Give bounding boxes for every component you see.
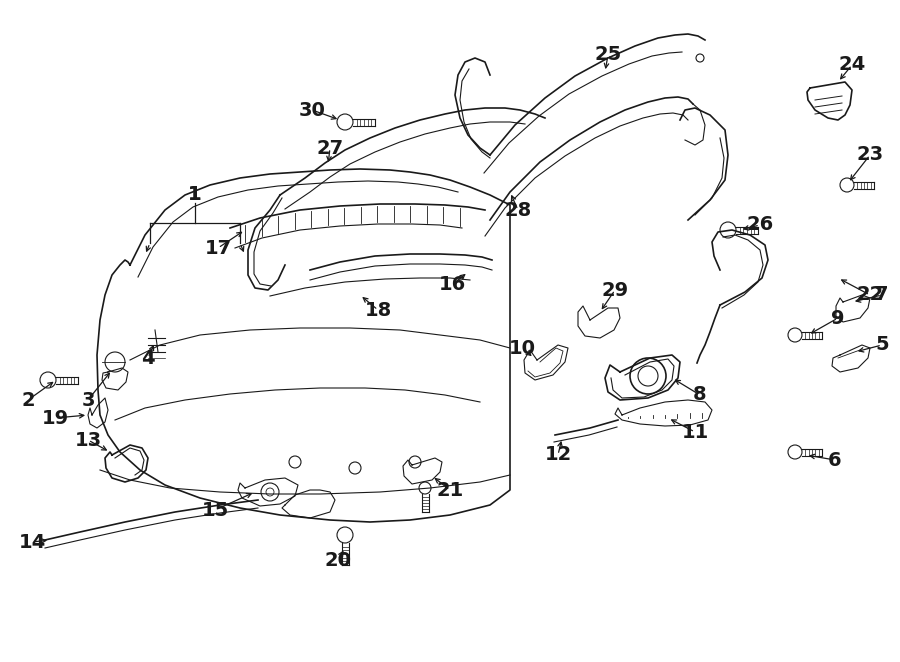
Text: 17: 17 bbox=[204, 238, 231, 258]
Text: 8: 8 bbox=[693, 385, 706, 404]
Text: 11: 11 bbox=[681, 422, 708, 442]
Text: 23: 23 bbox=[857, 146, 884, 164]
Text: 6: 6 bbox=[828, 451, 842, 469]
Text: 1: 1 bbox=[188, 185, 202, 205]
Text: 15: 15 bbox=[202, 500, 229, 520]
Text: 26: 26 bbox=[746, 216, 774, 234]
Text: 5: 5 bbox=[875, 336, 889, 354]
Text: 22: 22 bbox=[857, 285, 884, 305]
Text: 10: 10 bbox=[508, 338, 536, 357]
Text: 14: 14 bbox=[18, 532, 46, 551]
Text: 1: 1 bbox=[188, 185, 202, 205]
Text: 25: 25 bbox=[594, 46, 622, 64]
Text: 16: 16 bbox=[438, 275, 465, 295]
Text: 27: 27 bbox=[317, 138, 344, 158]
Text: 3: 3 bbox=[81, 391, 94, 410]
Text: 2: 2 bbox=[22, 391, 35, 410]
Text: 28: 28 bbox=[504, 201, 532, 220]
Text: 9: 9 bbox=[832, 308, 845, 328]
Text: 30: 30 bbox=[299, 101, 326, 120]
Text: 7: 7 bbox=[875, 285, 889, 305]
Text: 24: 24 bbox=[839, 56, 866, 75]
Text: 12: 12 bbox=[544, 446, 572, 465]
Text: 13: 13 bbox=[75, 430, 102, 449]
Text: 21: 21 bbox=[436, 481, 464, 500]
Text: 4: 4 bbox=[141, 348, 155, 367]
Text: 29: 29 bbox=[601, 281, 628, 299]
Text: 18: 18 bbox=[364, 301, 392, 320]
Text: 19: 19 bbox=[41, 408, 68, 428]
Text: 20: 20 bbox=[325, 551, 352, 569]
